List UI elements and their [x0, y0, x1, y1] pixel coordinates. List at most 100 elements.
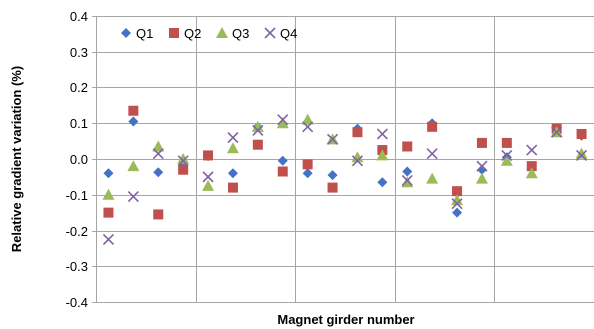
data-point-q4 [451, 198, 463, 210]
data-point-q4 [302, 121, 314, 133]
data-point-q4 [376, 128, 388, 140]
y-tick-label: 0.3 [70, 45, 88, 60]
data-point-q4-stroke [302, 121, 314, 133]
y-tick-label: 0.2 [70, 80, 88, 95]
data-point-q4-stroke [575, 149, 588, 161]
legend-label-q3: Q3 [232, 26, 249, 41]
data-point-q4-stroke [252, 124, 264, 136]
series-q2 [103, 105, 587, 220]
data-point-q3 [575, 147, 588, 159]
y-tick-label: 0.4 [70, 9, 88, 24]
data-point-q4 [127, 190, 139, 203]
data-point-q1 [153, 167, 164, 178]
data-point-q4-stroke [551, 126, 563, 138]
data-point-q3 [276, 117, 289, 129]
data-point-q3 [177, 153, 190, 164]
data-point-q3 [226, 142, 239, 154]
data-point-q2 [327, 182, 338, 193]
data-point-q4 [202, 171, 214, 183]
legend-marker-q1 [121, 28, 131, 38]
data-point-q4-stroke [526, 144, 538, 156]
points-layer [102, 105, 588, 246]
legend-label-q1: Q1 [136, 26, 153, 41]
data-point-q2 [103, 207, 114, 218]
data-point-q2 [476, 137, 487, 148]
legend-marker-q2 [169, 28, 179, 38]
legend-marker-q3 [216, 27, 228, 38]
data-point-q1 [302, 168, 313, 179]
data-point-q4-stroke [102, 233, 115, 246]
data-point-q3 [475, 172, 488, 184]
data-point-q2 [227, 182, 238, 193]
data-point-q3 [102, 188, 115, 200]
data-point-q4-stroke [376, 128, 388, 140]
data-point-q4-stroke [501, 149, 513, 161]
data-point-q3 [152, 140, 165, 152]
data-point-q4-stroke [177, 155, 189, 167]
data-point-q2 [277, 166, 288, 177]
y-tick-label: -0.1 [66, 188, 88, 203]
data-point-q2 [252, 139, 263, 150]
data-point-q2 [452, 186, 463, 197]
data-point-q4-stroke [127, 190, 139, 203]
data-point-q4 [501, 149, 513, 161]
data-point-q4 [252, 124, 264, 136]
data-point-q3 [301, 113, 314, 125]
data-point-q4 [102, 233, 115, 246]
y-tick-label: -0.3 [66, 259, 88, 274]
data-point-q4 [575, 149, 588, 161]
data-point-q4-stroke [277, 114, 289, 126]
data-point-q4 [227, 131, 239, 144]
y-tick-label: 0.0 [70, 152, 88, 167]
data-point-q4-stroke [351, 155, 364, 167]
data-point-q2 [178, 164, 189, 175]
data-point-q4 [152, 148, 164, 160]
data-point-q4 [476, 160, 488, 172]
data-point-q2 [526, 161, 537, 172]
data-point-q4 [177, 155, 189, 167]
legend-label-q4: Q4 [280, 26, 297, 41]
legend: Q1 Q2 Q3 Q4 [121, 26, 297, 41]
data-point-q1 [128, 116, 139, 127]
data-point-q1 [103, 168, 114, 179]
data-point-q3 [351, 151, 364, 163]
data-point-q4 [351, 155, 364, 167]
legend-marker-q4-stroke [264, 27, 276, 39]
data-point-q4-stroke [426, 148, 438, 160]
grid-layer [96, 16, 594, 303]
y-tick-label: -0.2 [66, 224, 88, 239]
legend-marker-q4 [264, 27, 276, 39]
data-point-q4 [326, 133, 339, 145]
data-point-q4-stroke [202, 171, 214, 183]
data-point-q2 [302, 159, 313, 170]
axis-layer: -0.4 -0.3 -0.2 -0.1 0.0 0.1 0.2 0.3 0.4 [66, 9, 97, 310]
data-point-q2 [402, 141, 413, 152]
data-point-q3 [127, 160, 140, 172]
data-point-q3 [426, 172, 439, 184]
data-point-q1 [476, 164, 487, 175]
data-point-q2 [128, 105, 139, 116]
data-point-q3 [376, 149, 389, 161]
data-point-q4-stroke [326, 133, 339, 145]
data-point-q2 [352, 127, 363, 138]
data-point-q2 [203, 150, 214, 161]
data-point-q3 [451, 194, 464, 206]
data-point-q4-stroke [451, 198, 463, 210]
x-axis-title: Magnet girder number [277, 312, 414, 327]
series-q4 [102, 114, 588, 246]
data-point-q3 [251, 120, 264, 132]
data-point-q4 [426, 148, 438, 160]
data-point-q4 [526, 144, 538, 156]
legend-label-q2: Q2 [184, 26, 201, 41]
data-point-q4 [551, 126, 563, 138]
data-point-q1 [402, 166, 413, 177]
data-point-q1 [277, 155, 288, 166]
data-point-q2 [501, 137, 512, 148]
data-point-q2 [427, 121, 438, 132]
series-q1 [103, 116, 587, 218]
data-point-q1 [377, 177, 388, 188]
data-point-q4-stroke [227, 131, 239, 144]
data-point-q3 [525, 167, 538, 179]
